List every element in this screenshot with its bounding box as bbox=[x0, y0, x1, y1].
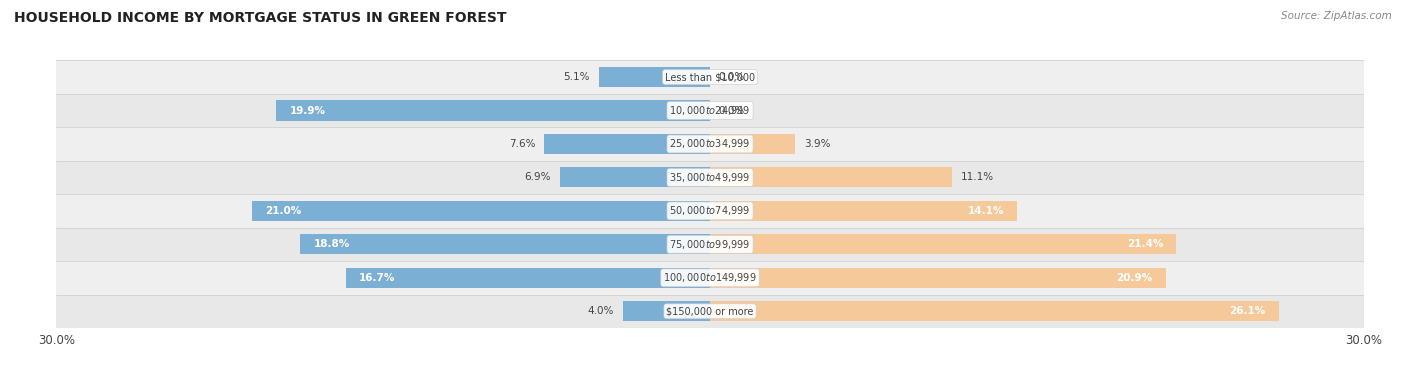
Text: HOUSEHOLD INCOME BY MORTGAGE STATUS IN GREEN FOREST: HOUSEHOLD INCOME BY MORTGAGE STATUS IN G… bbox=[14, 11, 506, 25]
Bar bbox=[56, 228, 1364, 261]
Bar bbox=[599, 67, 710, 87]
Text: $150,000 or more: $150,000 or more bbox=[666, 306, 754, 316]
Text: 26.1%: 26.1% bbox=[1229, 306, 1265, 316]
Bar bbox=[710, 234, 1177, 254]
Text: $100,000 to $149,999: $100,000 to $149,999 bbox=[664, 271, 756, 284]
Bar bbox=[710, 268, 1166, 288]
Text: 3.9%: 3.9% bbox=[804, 139, 830, 149]
Bar bbox=[56, 294, 1364, 328]
Text: 4.0%: 4.0% bbox=[588, 306, 614, 316]
Bar bbox=[544, 134, 710, 154]
Bar bbox=[56, 261, 1364, 294]
Legend: Without Mortgage, With Mortgage: Without Mortgage, With Mortgage bbox=[575, 375, 845, 377]
Bar bbox=[277, 101, 710, 121]
Text: 0.0%: 0.0% bbox=[718, 72, 745, 82]
Bar bbox=[253, 201, 710, 221]
Bar bbox=[56, 60, 1364, 94]
Text: 18.8%: 18.8% bbox=[314, 239, 350, 249]
Text: $75,000 to $99,999: $75,000 to $99,999 bbox=[669, 238, 751, 251]
Text: Source: ZipAtlas.com: Source: ZipAtlas.com bbox=[1281, 11, 1392, 21]
Text: 0.0%: 0.0% bbox=[718, 106, 745, 115]
Text: 5.1%: 5.1% bbox=[564, 72, 591, 82]
Bar bbox=[56, 127, 1364, 161]
Text: $50,000 to $74,999: $50,000 to $74,999 bbox=[669, 204, 751, 218]
Bar bbox=[56, 194, 1364, 228]
Text: $25,000 to $34,999: $25,000 to $34,999 bbox=[669, 138, 751, 150]
Text: 14.1%: 14.1% bbox=[967, 206, 1004, 216]
Text: $10,000 to $24,999: $10,000 to $24,999 bbox=[669, 104, 751, 117]
Text: 19.9%: 19.9% bbox=[290, 106, 325, 115]
Text: $35,000 to $49,999: $35,000 to $49,999 bbox=[669, 171, 751, 184]
Bar bbox=[560, 167, 710, 187]
Text: 7.6%: 7.6% bbox=[509, 139, 536, 149]
Bar bbox=[56, 161, 1364, 194]
Bar bbox=[710, 134, 794, 154]
Bar bbox=[346, 268, 710, 288]
Bar bbox=[710, 301, 1279, 321]
Text: 16.7%: 16.7% bbox=[359, 273, 395, 283]
Text: Less than $10,000: Less than $10,000 bbox=[665, 72, 755, 82]
Text: 20.9%: 20.9% bbox=[1116, 273, 1153, 283]
Text: 6.9%: 6.9% bbox=[524, 172, 551, 182]
Bar bbox=[56, 94, 1364, 127]
Bar bbox=[623, 301, 710, 321]
Bar bbox=[710, 201, 1018, 221]
Bar bbox=[710, 167, 952, 187]
Text: 21.4%: 21.4% bbox=[1128, 239, 1163, 249]
Text: 11.1%: 11.1% bbox=[960, 172, 994, 182]
Text: 21.0%: 21.0% bbox=[266, 206, 302, 216]
Bar bbox=[301, 234, 710, 254]
